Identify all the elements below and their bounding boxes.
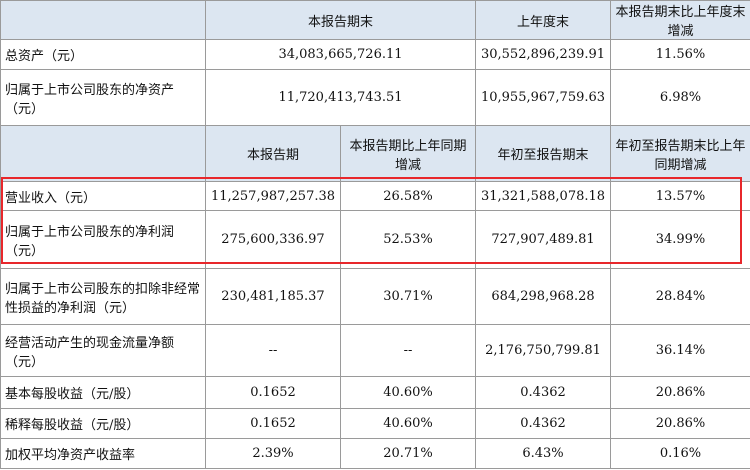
cell-value: 11.56% (610, 39, 750, 70)
cell-value: 11,720,413,743.51 (204, 69, 477, 126)
cell-value: -- (205, 324, 341, 377)
cell-value: 34.99% (610, 210, 750, 269)
cell-value: 26.58% (339, 181, 477, 211)
row-label: 经营活动产生的现金流量净额（元） (0, 324, 206, 377)
cell-value: -- (339, 324, 477, 377)
top-header-row: 本报告期末 上年度末 本报告期末比上年度末增减 (0, 0, 750, 40)
header-blank-cell (0, 125, 206, 182)
cell-value: 52.53% (339, 210, 477, 269)
row-label: 归属于上市公司股东的净资产（元） (0, 69, 206, 126)
table-row: 归属于上市公司股东的净利润（元） 275,600,336.97 52.53% 7… (0, 210, 750, 269)
cell-value: 30,552,896,239.91 (475, 39, 612, 70)
row-label: 归属于上市公司股东的净利润（元） (0, 210, 206, 269)
row-label: 基本每股收益（元/股） (0, 376, 206, 409)
cell-value: 0.16% (610, 438, 750, 469)
cell-value: 2,176,750,799.81 (475, 324, 612, 377)
cell-value: 2.39% (205, 438, 341, 469)
table-row: 经营活动产生的现金流量净额（元） -- -- 2,176,750,799.81 … (0, 324, 750, 377)
row-label: 归属于上市公司股东的扣除非经常性损益的净利润（元） (0, 268, 206, 325)
header-ytd-change: 年初至报告期末比上年同期增减 (610, 125, 750, 182)
cell-value: 6.98% (610, 69, 750, 126)
cell-value: 275,600,336.97 (205, 210, 341, 269)
table-row: 稀释每股收益（元/股） 0.1652 40.60% 0.4362 20.86% (0, 408, 750, 439)
cell-value: 20.86% (610, 408, 750, 439)
header-ytd: 年初至报告期末 (475, 125, 612, 182)
cell-value: 13.57% (610, 181, 750, 211)
table-row: 归属于上市公司股东的净资产（元） 11,720,413,743.51 10,95… (0, 69, 750, 126)
table-row: 归属于上市公司股东的扣除非经常性损益的净利润（元） 230,481,185.37… (0, 268, 750, 325)
header-current-period: 本报告期 (205, 125, 341, 182)
cell-value: 20.71% (339, 438, 477, 469)
cell-value: 684,298,968.28 (475, 268, 612, 325)
cell-value: 28.84% (610, 268, 750, 325)
row-label: 加权平均净资产收益率 (0, 438, 206, 469)
table-row: 加权平均净资产收益率 2.39% 20.71% 6.43% 0.16% (0, 438, 750, 469)
cell-value: 0.4362 (475, 376, 612, 409)
table-row: 基本每股收益（元/股） 0.1652 40.60% 0.4362 20.86% (0, 376, 750, 409)
cell-value: 230,481,185.37 (205, 268, 341, 325)
header-current-period-end: 本报告期末 (204, 0, 477, 40)
cell-value: 727,907,489.81 (475, 210, 612, 269)
cell-value: 0.1652 (205, 408, 341, 439)
header-blank-cell (0, 0, 206, 40)
row-label: 稀释每股收益（元/股） (0, 408, 206, 439)
header-prior-year-end: 上年度末 (475, 0, 612, 40)
cell-value: 30.71% (339, 268, 477, 325)
cell-value: 20.86% (610, 376, 750, 409)
cell-value: 0.1652 (205, 376, 341, 409)
cell-value: 34,083,665,726.11 (204, 39, 477, 70)
cell-value: 31,321,588,078.18 (475, 181, 612, 211)
cell-value: 11,257,987,257.38 (205, 181, 341, 211)
cell-value: 40.60% (339, 408, 477, 439)
table-row: 营业收入（元） 11,257,987,257.38 26.58% 31,321,… (0, 181, 750, 211)
cell-value: 0.4362 (475, 408, 612, 439)
cell-value: 36.14% (610, 324, 750, 377)
header-change-vs-prior-year-end: 本报告期末比上年度末增减 (610, 0, 750, 40)
cell-value: 40.60% (339, 376, 477, 409)
table-row: 总资产（元） 34,083,665,726.11 30,552,896,239.… (0, 39, 750, 70)
row-label: 总资产（元） (0, 39, 206, 70)
mid-header-row: 本报告期 本报告期比上年同期增减 年初至报告期末 年初至报告期末比上年同期增减 (0, 125, 750, 182)
header-period-change: 本报告期比上年同期增减 (339, 125, 477, 182)
row-label: 营业收入（元） (0, 181, 206, 211)
cell-value: 10,955,967,759.63 (475, 69, 612, 126)
cell-value: 6.43% (475, 438, 612, 469)
